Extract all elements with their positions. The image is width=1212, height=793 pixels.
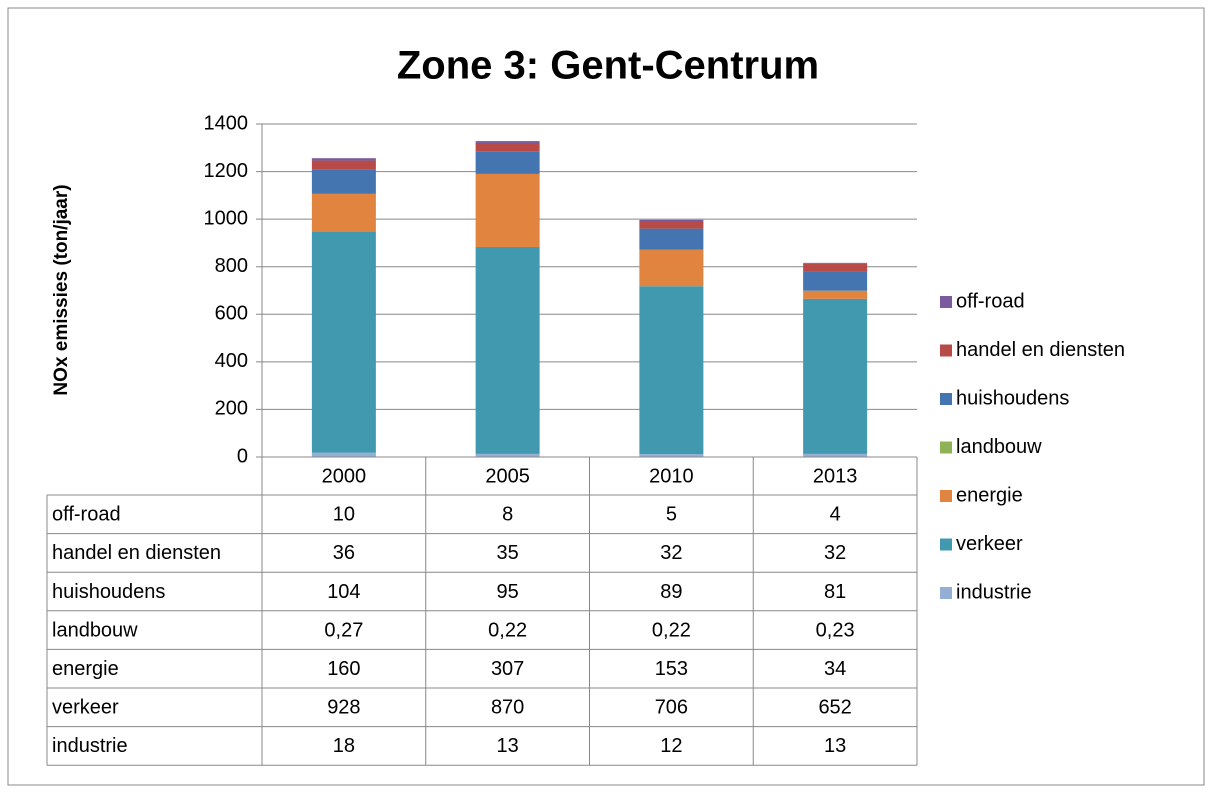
legend-label: landbouw [956,436,1042,458]
bar-segment [803,298,868,454]
y-tick-label: 1400 [204,112,249,134]
table-cell: 12 [660,735,682,757]
y-tick-label: 200 [215,398,248,420]
bar-segment [803,290,868,299]
legend-swatch [940,393,952,405]
legend-label: off-road [956,290,1025,312]
table-row-label: landbouw [52,619,138,641]
legend-swatch [940,538,952,551]
chart-frame [7,7,1205,786]
bar-segment [475,173,540,247]
bar-segment [803,271,868,291]
bar-segment [803,263,868,272]
bar-segment [311,452,376,457]
table-cell: 0,22 [652,619,691,641]
table-cell: 95 [497,581,519,603]
table-cell: 10 [333,504,355,526]
bar-segment [639,220,704,229]
legend-label: verkeer [956,533,1023,555]
legend-label: huishoudens [956,387,1069,409]
x-tick-label: 2005 [485,465,530,487]
table-row-label: energie [52,658,119,680]
y-tick-label: 1000 [204,207,249,229]
legend-label: handel en diensten [956,339,1125,361]
legend-label: energie [956,484,1023,506]
table-row-label: industrie [52,735,128,757]
table-cell: 928 [327,697,360,719]
table-cell: 32 [660,542,682,564]
bar-segment [311,160,376,170]
table-cell: 153 [655,658,688,680]
table-cell: 0,23 [816,619,855,641]
table-cell: 104 [327,581,360,603]
y-axis-title: NOx emissies (ton/jaar) [51,184,72,395]
table-cell: 32 [824,542,846,564]
table-cell: 870 [491,697,524,719]
table-cell: 0,22 [488,619,527,641]
table-cell: 13 [824,735,846,757]
table-cell: 35 [497,542,519,564]
bar-segment [311,158,376,161]
table-cell: 307 [491,658,524,680]
bar-segment [311,231,376,453]
table-cell: 160 [327,658,360,680]
bar-segment [311,193,376,232]
table-cell: 652 [818,697,851,719]
table-cell: 36 [333,542,355,564]
bar-segment [475,246,540,454]
bar-segment [639,454,704,457]
legend-swatch [940,587,952,599]
table-row-label: verkeer [52,697,119,719]
legend-label: industrie [956,581,1032,603]
bar-segment [475,141,540,143]
chart-title: Zone 3: Gent-Centrum [397,44,819,88]
y-tick-label: 600 [215,303,248,325]
bar-segment [639,286,704,455]
table-row-label: handel en diensten [52,542,221,564]
table-row-label: off-road [52,504,121,526]
legend-swatch [940,344,952,357]
bar-segment [475,453,540,457]
table-cell: 5 [666,504,677,526]
y-tick-label: 800 [215,255,248,277]
bar-segment [803,262,868,264]
table-cell: 81 [824,581,846,603]
x-tick-label: 2013 [813,465,858,487]
legend-swatch [940,296,952,308]
x-tick-label: 2010 [649,465,694,487]
table-cell: 13 [497,735,519,757]
y-tick-label: 1200 [204,160,249,182]
bar-segment [311,169,376,194]
bar-segment [803,453,868,457]
bar-segment [639,249,704,287]
y-tick-label: 400 [215,350,248,372]
table-cell: 34 [824,658,846,680]
legend-swatch [940,441,952,454]
bar-segment [639,228,704,250]
y-tick-label: 0 [237,445,248,467]
table-cell: 4 [830,504,841,526]
table-row-label: huishoudens [52,581,165,603]
table-cell: 89 [660,581,682,603]
x-tick-label: 2000 [322,465,367,487]
legend-swatch [940,490,952,502]
bar-segment [475,151,540,174]
bar-segment [475,142,540,152]
bar-segment [639,219,704,221]
table-cell: 8 [502,504,513,526]
table-cell: 706 [655,697,688,719]
table-cell: 0,27 [324,619,363,641]
table-cell: 18 [333,735,355,757]
